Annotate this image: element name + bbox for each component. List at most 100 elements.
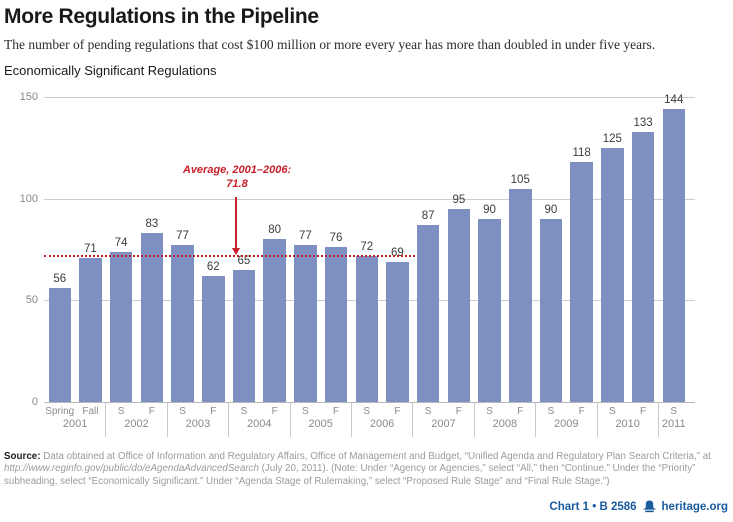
bar-value-label: 133 bbox=[633, 116, 653, 129]
y-tick-label: 50 bbox=[25, 294, 38, 307]
bar-chart: 0 50 100 150 56 Spring 71 Fall 74 S 83 F 77 S 62 F 65 S 80… bbox=[0, 88, 733, 440]
chart-title: Economically Significant Regulations bbox=[4, 63, 217, 78]
bar-value-label: 95 bbox=[452, 193, 466, 206]
bar-value-label: 77 bbox=[298, 230, 312, 243]
bar bbox=[109, 251, 133, 402]
year-separator bbox=[535, 403, 537, 437]
heritage-bell-icon bbox=[642, 500, 657, 513]
bar-value-label: 105 bbox=[510, 173, 530, 186]
x-season-label: F bbox=[517, 406, 524, 417]
page-title: More Regulations in the Pipeline bbox=[4, 5, 319, 28]
bar-value-label: 90 bbox=[483, 204, 496, 216]
average-annotation: Average, 2001–2006: 71.8 bbox=[137, 164, 337, 191]
x-year-label: 2001 bbox=[62, 418, 88, 430]
y-tick-label: 100 bbox=[19, 192, 38, 205]
average-arrowhead bbox=[231, 248, 240, 255]
x-season-label: S bbox=[609, 406, 616, 417]
bar-value-label: 56 bbox=[53, 273, 67, 286]
year-separator bbox=[166, 403, 168, 437]
bar bbox=[171, 245, 194, 402]
bar-value-label: 144 bbox=[664, 94, 684, 107]
bar bbox=[601, 147, 624, 402]
footer-credit: Chart 1 • B 2586 heritage.org bbox=[549, 500, 728, 513]
year-separator bbox=[412, 403, 414, 437]
y-tick-label: 150 bbox=[19, 91, 38, 103]
x-season-label: S bbox=[302, 406, 309, 417]
bar bbox=[539, 219, 563, 402]
bar bbox=[478, 219, 501, 402]
bar bbox=[355, 255, 378, 402]
average-annotation-value: 71.8 bbox=[226, 177, 248, 190]
source-url: http://www.reginfo.gov/public/do/eAgenda… bbox=[4, 463, 259, 475]
gridline bbox=[44, 97, 695, 98]
x-season-label: S bbox=[240, 406, 248, 417]
bar bbox=[416, 225, 440, 402]
year-separator bbox=[228, 403, 230, 437]
x-season-label: Fall bbox=[82, 406, 99, 417]
bar bbox=[386, 261, 409, 402]
x-season-label: F bbox=[639, 406, 647, 417]
bar bbox=[509, 188, 532, 402]
gridline bbox=[44, 198, 695, 200]
x-year-label: 2010 bbox=[615, 418, 640, 430]
source-note: Source: Data obtained at Office of Infor… bbox=[4, 451, 730, 488]
x-year-label: 2003 bbox=[185, 418, 211, 430]
x-season-label: F bbox=[148, 406, 155, 417]
bar bbox=[263, 239, 286, 402]
year-separator bbox=[351, 403, 352, 437]
x-season-label: F bbox=[394, 406, 401, 417]
x-season-label: S bbox=[486, 406, 493, 417]
average-arrow-line bbox=[235, 197, 237, 248]
page-subtitle: The number of pending regulations that c… bbox=[4, 37, 656, 52]
average-line bbox=[44, 255, 415, 257]
year-separator bbox=[473, 403, 475, 437]
bar-value-label: 83 bbox=[145, 218, 159, 231]
bar-value-label: 125 bbox=[602, 132, 622, 145]
x-year-label: 2009 bbox=[554, 418, 579, 430]
x-year-label: 2002 bbox=[124, 418, 149, 430]
bar-value-label: 62 bbox=[206, 260, 220, 273]
x-season-label: S bbox=[363, 406, 371, 417]
bar bbox=[232, 269, 256, 402]
bar bbox=[662, 109, 685, 402]
x-year-label: 2006 bbox=[369, 418, 395, 430]
average-annotation-line1: Average, 2001–2006: bbox=[182, 164, 292, 176]
bar-value-label: 77 bbox=[176, 230, 189, 243]
site-name: heritage.org bbox=[661, 500, 728, 513]
source-text-pre: Data obtained at Office of Information a… bbox=[40, 451, 711, 462]
x-season-label: F bbox=[210, 406, 217, 417]
bar-value-label: 80 bbox=[268, 224, 282, 237]
x-season-label: F bbox=[578, 406, 585, 417]
x-axis-line bbox=[44, 402, 695, 403]
year-separator bbox=[658, 403, 659, 437]
x-year-label: 2007 bbox=[431, 418, 456, 430]
x-season-label: F bbox=[332, 406, 340, 417]
bar bbox=[140, 233, 164, 402]
bar bbox=[447, 208, 471, 402]
bar-value-label: 76 bbox=[329, 232, 343, 245]
source-label: Source: bbox=[4, 451, 41, 462]
bar-value-label: 87 bbox=[421, 210, 435, 223]
x-year-label: 2011 bbox=[661, 418, 686, 430]
chart-reference: Chart 1 • B 2586 bbox=[549, 500, 637, 513]
bar bbox=[294, 245, 317, 402]
x-season-label: S bbox=[424, 406, 432, 417]
bar bbox=[202, 275, 225, 402]
x-season-label: S bbox=[117, 406, 125, 417]
bar bbox=[79, 257, 102, 402]
x-season-label: S bbox=[670, 406, 678, 417]
bar-value-label: 72 bbox=[360, 240, 374, 253]
bar bbox=[48, 288, 71, 402]
bar-value-label: 74 bbox=[114, 236, 128, 249]
bar-value-label: 71 bbox=[84, 242, 97, 255]
x-season-label: F bbox=[271, 406, 278, 417]
x-season-label: F bbox=[455, 406, 462, 417]
source-text-post: (July 20, 2011). (Note: Under “Agency or… bbox=[4, 463, 696, 487]
x-year-label: 2008 bbox=[492, 418, 518, 430]
y-tick-label: 0 bbox=[31, 396, 38, 408]
bar bbox=[570, 162, 593, 402]
bar bbox=[631, 131, 655, 402]
x-season-label: S bbox=[547, 406, 555, 417]
bar-value-label: 90 bbox=[544, 204, 558, 216]
